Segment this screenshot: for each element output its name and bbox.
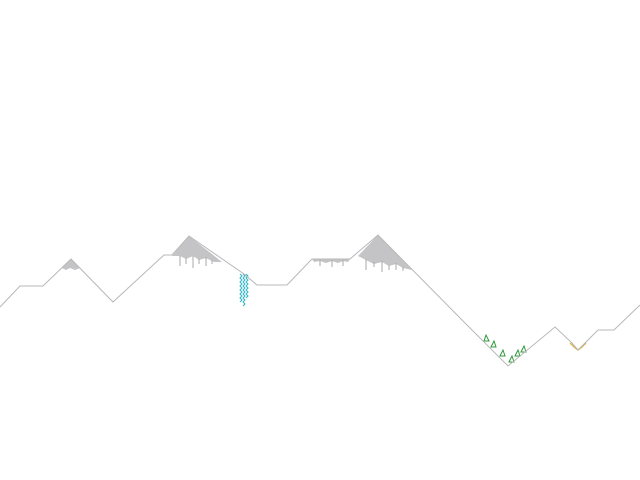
tree-5 <box>514 348 521 357</box>
icicles-large <box>365 259 404 272</box>
tree-1 <box>483 333 490 342</box>
tree-2 <box>490 339 497 348</box>
icicles-middle <box>179 256 213 268</box>
icicles-plateau <box>319 260 344 267</box>
snow-plateau <box>312 259 350 263</box>
tree-6 <box>520 344 527 353</box>
snow-cap-large <box>358 235 412 270</box>
snow-cap-middle <box>172 236 222 262</box>
trees <box>483 333 527 363</box>
tree-4 <box>508 354 515 363</box>
snow-cap-small <box>62 259 80 270</box>
terrain-outline <box>0 234 640 367</box>
tree-3 <box>499 348 506 357</box>
waterfall <box>239 273 249 307</box>
